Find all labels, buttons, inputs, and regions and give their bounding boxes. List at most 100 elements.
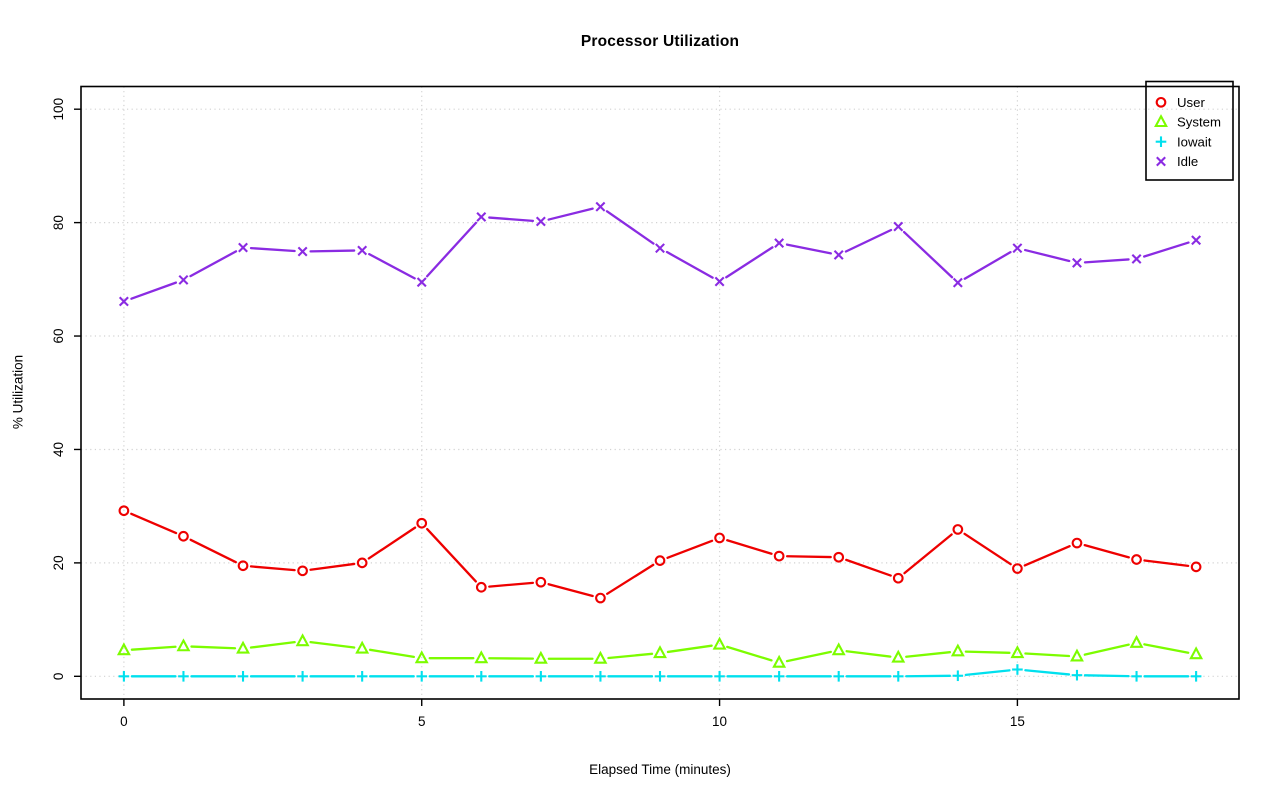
legend-marker-idle bbox=[1156, 156, 1166, 167]
legend-label-system: System bbox=[1177, 115, 1221, 130]
series-system-marker bbox=[414, 650, 429, 664]
series-system-segment bbox=[249, 640, 296, 649]
series-idle-segment bbox=[189, 250, 238, 278]
series-user-segment bbox=[488, 581, 535, 588]
x-tick-label: 10 bbox=[712, 714, 727, 729]
series-iowait-segment bbox=[964, 669, 1011, 677]
series-system-marker bbox=[295, 633, 310, 647]
series-idle-marker bbox=[476, 211, 487, 222]
y-tick-label: 0 bbox=[51, 673, 66, 681]
series-system-marker bbox=[891, 649, 906, 663]
series-user-segment bbox=[309, 562, 356, 571]
series-idle-segment bbox=[488, 216, 535, 223]
legend-label-idle: Idle bbox=[1177, 154, 1198, 169]
series-idle-marker bbox=[416, 277, 427, 288]
series-system-marker bbox=[533, 650, 548, 664]
series-user-segment bbox=[1023, 545, 1071, 567]
series-idle-marker bbox=[238, 242, 248, 253]
series-idle-marker bbox=[595, 201, 606, 212]
legend-marker-system bbox=[1154, 114, 1168, 128]
series-user-marker bbox=[833, 551, 845, 563]
series-system-segment bbox=[964, 650, 1011, 654]
series-idle-marker bbox=[535, 216, 546, 227]
x-tick-label: 0 bbox=[120, 714, 128, 729]
series-idle-marker bbox=[893, 221, 904, 232]
series-user-segment bbox=[130, 512, 178, 535]
series-user-marker bbox=[475, 581, 487, 593]
series-system-segment bbox=[368, 648, 415, 659]
series-system-segment bbox=[309, 640, 356, 649]
series-user-marker bbox=[952, 524, 964, 535]
series-user-segment bbox=[1083, 544, 1130, 559]
series-user-marker bbox=[714, 532, 725, 544]
series-user-marker bbox=[1131, 554, 1142, 565]
y-tick-label: 60 bbox=[51, 329, 66, 344]
series-system-segment bbox=[1143, 643, 1190, 654]
y-tick-label: 20 bbox=[51, 555, 66, 570]
series-user-marker bbox=[237, 560, 249, 572]
series-user-marker bbox=[416, 517, 428, 529]
series-system-segment bbox=[130, 645, 177, 651]
series-system-segment bbox=[1083, 643, 1130, 656]
series-system-segment bbox=[1024, 652, 1071, 658]
x-axis-label: Elapsed Time (minutes) bbox=[589, 762, 731, 777]
series-system-marker bbox=[355, 640, 370, 654]
series-idle-segment bbox=[1024, 248, 1071, 263]
x-tick-label: 5 bbox=[418, 714, 426, 729]
legend-marker-user bbox=[1155, 96, 1167, 108]
series-idle-segment bbox=[665, 250, 714, 279]
series-idle-marker bbox=[774, 238, 785, 248]
series-user-marker bbox=[892, 572, 904, 584]
series-idle-segment bbox=[963, 250, 1012, 280]
series-idle-segment bbox=[785, 243, 833, 255]
legend-box bbox=[1145, 80, 1234, 181]
y-axis-label: % Utilization bbox=[10, 354, 26, 430]
series-idle-segment bbox=[902, 230, 954, 279]
legend-label-user: User bbox=[1177, 95, 1205, 110]
series-idle-segment bbox=[1083, 258, 1130, 264]
series-idle-segment bbox=[130, 281, 178, 300]
series-user-marker bbox=[356, 557, 368, 569]
series-system-marker bbox=[1010, 645, 1025, 659]
series-iowait-segment bbox=[1024, 669, 1071, 676]
series-user-marker bbox=[773, 550, 785, 562]
series-idle-marker bbox=[655, 243, 665, 254]
series-iowait-segment bbox=[1083, 674, 1130, 678]
series-idle-segment bbox=[368, 253, 416, 280]
series-idle-marker bbox=[833, 249, 844, 260]
series-user-marker bbox=[1012, 563, 1023, 574]
series-system-marker bbox=[772, 654, 787, 668]
series-user-segment bbox=[845, 558, 892, 577]
series-system-marker bbox=[116, 642, 131, 656]
series-system-marker bbox=[1189, 646, 1204, 660]
series-user-segment bbox=[726, 539, 773, 555]
series-system-marker bbox=[712, 636, 727, 650]
legend-label-iowait: Iowait bbox=[1177, 134, 1212, 149]
series-system-marker bbox=[653, 645, 667, 659]
series-user-segment bbox=[547, 583, 594, 598]
series-system-marker bbox=[474, 650, 489, 664]
series-idle-marker bbox=[118, 296, 129, 307]
series-user-segment bbox=[426, 527, 477, 583]
series-idle-segment bbox=[844, 228, 893, 253]
series-system-marker bbox=[831, 642, 846, 656]
series-system-segment bbox=[190, 645, 237, 650]
series-user-segment bbox=[785, 555, 832, 559]
series-user-marker bbox=[595, 592, 606, 604]
series-user-segment bbox=[367, 526, 417, 560]
series-idle-marker bbox=[1191, 235, 1202, 246]
series-user-marker bbox=[1190, 561, 1202, 573]
series-user-marker bbox=[535, 576, 547, 588]
series-idle-marker bbox=[1131, 253, 1142, 264]
series-system-marker bbox=[236, 640, 250, 654]
series-idle-segment bbox=[725, 246, 774, 279]
series-user-segment bbox=[666, 539, 714, 559]
series-idle-marker bbox=[1012, 243, 1023, 254]
series-user-marker bbox=[1071, 537, 1083, 549]
series-system-segment bbox=[905, 651, 952, 658]
series-idle-segment bbox=[309, 249, 356, 253]
series-idle-marker bbox=[1072, 257, 1082, 268]
plot-border bbox=[80, 85, 1240, 700]
